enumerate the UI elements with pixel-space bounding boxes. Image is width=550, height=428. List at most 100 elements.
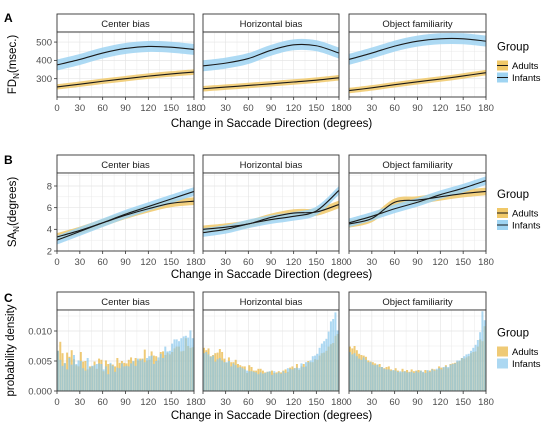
confidence-band-adults: [57, 69, 194, 90]
histogram-bar-infants: [171, 343, 174, 391]
y-tick-label: 300: [36, 74, 52, 85]
histogram-bar-infants: [152, 364, 155, 391]
histogram-bar-infants: [68, 358, 71, 391]
histogram-bar-infants: [205, 352, 208, 391]
legend-key-infants: [497, 358, 508, 369]
y-tick-label: 4: [47, 225, 52, 236]
x-tick-label: 180: [186, 103, 202, 114]
facet-horizontal-bias: Horizontal bias 0 30 60 90 120 150 180: [200, 291, 347, 408]
x-tick-label: 0: [54, 103, 59, 114]
histogram-bar-infants: [387, 369, 390, 391]
histogram-bar-infants: [271, 374, 273, 391]
x-tick-label: 180: [331, 257, 347, 268]
x-tick-label: 180: [331, 397, 347, 408]
histogram-bar-infants: [118, 368, 121, 391]
histogram-bar-infants: [428, 371, 431, 391]
histogram-bar-infants: [470, 350, 472, 391]
histogram-bar-infants: [95, 364, 98, 391]
histogram-bar-infants: [264, 373, 267, 391]
x-tick-label: 30: [367, 103, 378, 114]
x-tick-label: 150: [163, 257, 179, 268]
histogram-bar-infants: [120, 363, 123, 391]
legend-title: Group: [497, 328, 529, 340]
histogram-bar-infants: [463, 356, 466, 391]
histogram-bar-infants: [57, 350, 59, 391]
histogram-bar-infants: [417, 372, 420, 391]
x-tick-label: 180: [478, 103, 494, 114]
histogram-bar-infants: [273, 371, 276, 391]
x-tick-label: 120: [286, 103, 302, 114]
histogram-bar-infants: [107, 374, 110, 391]
histogram-bar-infants: [248, 371, 251, 391]
histogram-bar-infants: [241, 368, 244, 391]
histogram-bar-infants: [325, 338, 328, 391]
histogram-bar-infants: [408, 372, 411, 391]
series-line-adults: [56, 200, 195, 238]
histogram-bar-infants: [362, 357, 365, 391]
x-tick-label: 150: [455, 257, 471, 268]
confidence-band-adults: [349, 187, 486, 228]
histogram-bar-infants: [460, 358, 463, 391]
histogram-bar-infants: [261, 373, 264, 391]
histogram-bar-infants: [111, 365, 114, 391]
histogram-bar-infants: [164, 346, 167, 391]
x-tick-label: 120: [432, 257, 448, 268]
histogram-bar-infants: [371, 364, 374, 391]
series-line-adults: [348, 72, 487, 92]
histogram-bar-infants: [410, 371, 413, 391]
histogram-bar-infants: [102, 369, 105, 391]
histogram-bar-infants: [444, 366, 447, 391]
histogram-bar-infants: [438, 368, 441, 391]
histogram-bar-infants: [419, 370, 422, 391]
histogram-bar-infants: [252, 371, 255, 391]
histogram-bar-infants: [323, 341, 326, 391]
x-tick-label: 180: [186, 257, 202, 268]
x-tick-label: 30: [220, 103, 231, 114]
histogram-bar-infants: [316, 353, 319, 391]
histogram-bar-infants: [141, 359, 144, 391]
histogram-bar-infants: [394, 370, 397, 391]
y-axis-label: SAN(degrees): [7, 177, 21, 248]
histogram-bar-infants: [406, 372, 409, 391]
facet-horizontal-bias: Horizontal bias 0 30 60 90 120 150 180: [200, 154, 347, 268]
series-line-adults: [202, 203, 340, 230]
x-tick-label: 120: [140, 103, 156, 114]
histogram-bar-infants: [329, 321, 332, 391]
histogram-bar-infants: [305, 362, 307, 391]
y-tick-label: 0.005: [28, 356, 52, 367]
x-tick-label: 60: [97, 397, 108, 408]
x-tick-label: 120: [432, 397, 448, 408]
histogram-bar-infants: [100, 364, 103, 391]
x-tick-label: 120: [140, 397, 156, 408]
histogram-bar-infants: [401, 371, 404, 391]
histogram-bar-infants: [109, 362, 112, 391]
histogram-bar-infants: [259, 372, 262, 391]
histogram-bar-infants: [474, 344, 477, 391]
facet-title: Object familiarity: [382, 297, 452, 308]
histogram-bar-infants: [320, 343, 323, 391]
histogram-bar-infants: [146, 358, 149, 391]
facet-title: Horizontal bias: [240, 19, 303, 30]
histogram-bar-infants: [237, 367, 239, 391]
histogram-bar-infants: [182, 336, 185, 391]
confidence-band-infants: [203, 186, 339, 237]
histogram-bar-infants: [399, 371, 402, 391]
histogram-bar-infants: [351, 354, 354, 391]
x-tick-label: 120: [432, 103, 448, 114]
histogram-bar-infants: [203, 353, 205, 391]
histogram-bar-infants: [98, 363, 101, 391]
histogram-bar-infants: [280, 373, 283, 391]
histogram-bar-infants: [311, 356, 314, 391]
histogram-bar-infants: [79, 361, 82, 391]
y-axis-label: FDN(msec.): [7, 35, 21, 95]
x-tick-label: 0: [200, 257, 205, 268]
x-tick-label: 150: [308, 397, 324, 408]
histogram-bar-infants: [239, 367, 242, 391]
histogram-bar-infants: [218, 358, 221, 391]
histogram-bar-infants: [136, 358, 139, 391]
histogram-bar-infants: [415, 371, 418, 391]
histogram-bar-infants: [130, 363, 133, 391]
legend-label-infants: Infants: [512, 359, 541, 370]
x-tick-label: 30: [75, 103, 86, 114]
